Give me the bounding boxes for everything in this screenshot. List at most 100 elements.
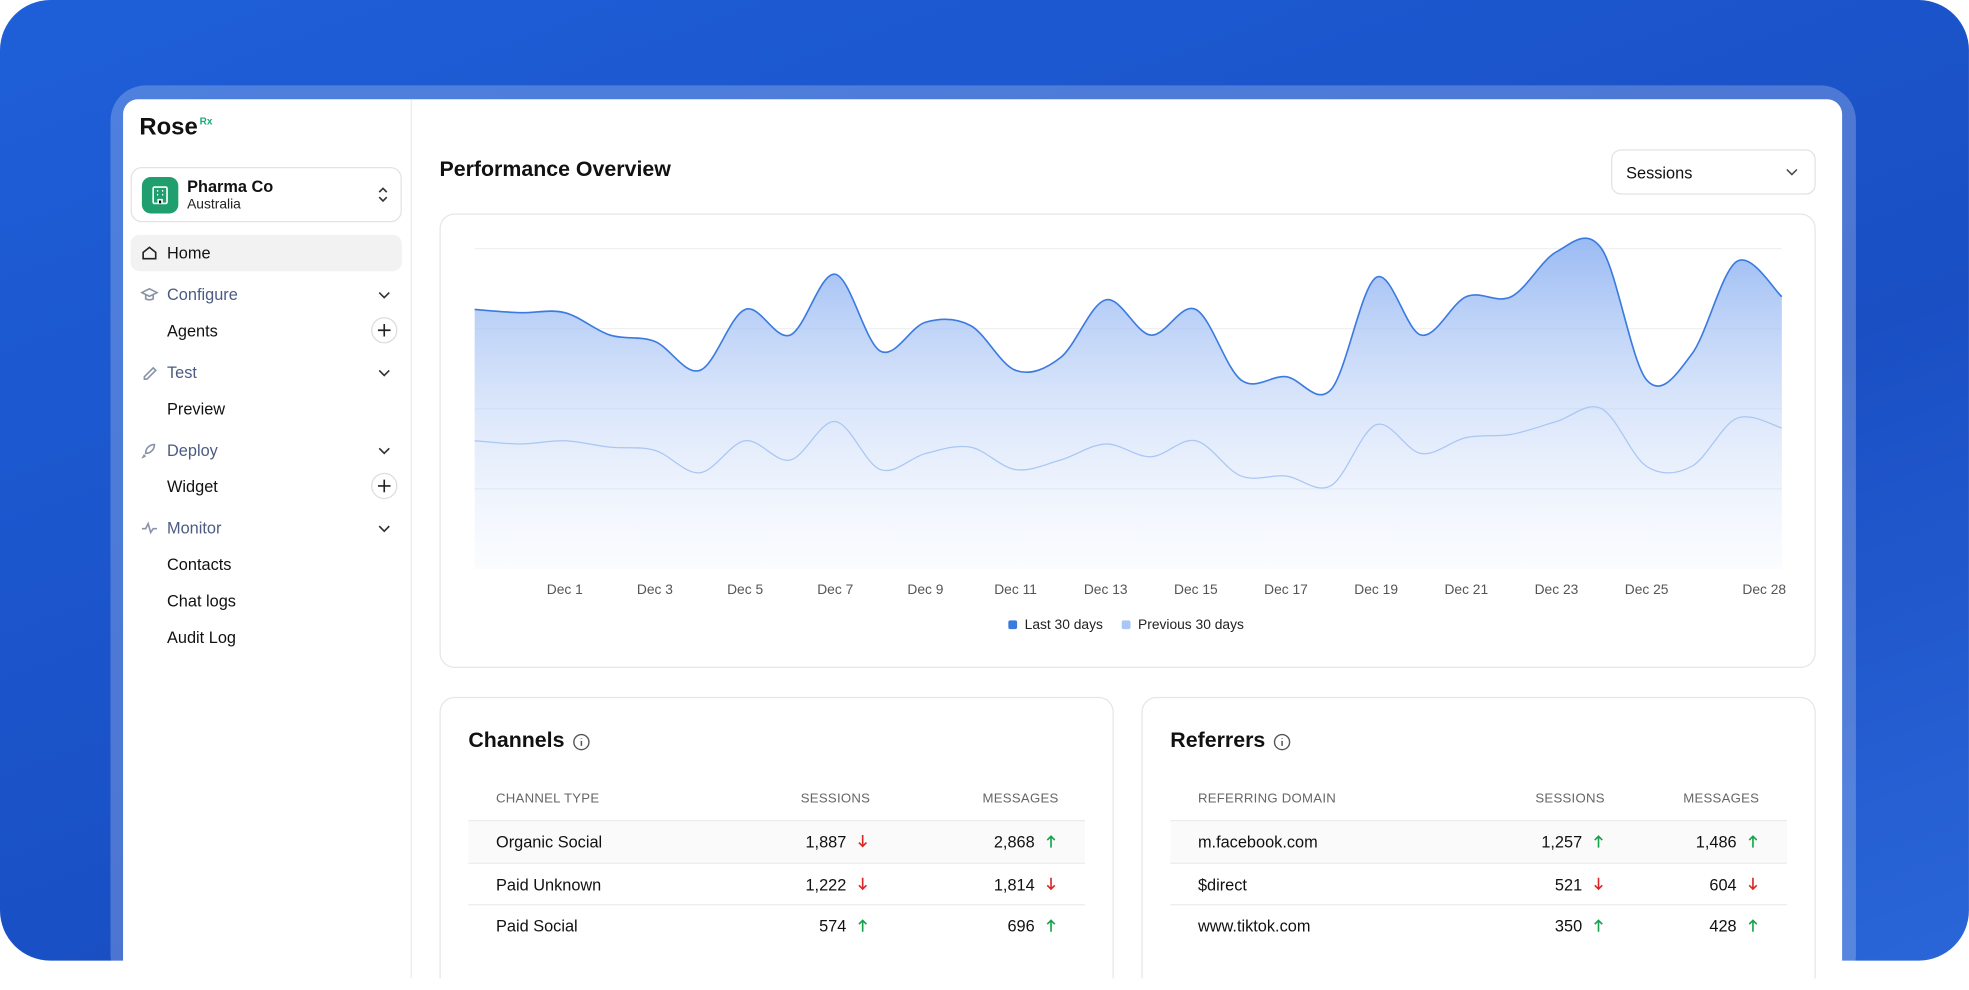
x-tick-label: Dec 7 [817,581,853,597]
nav-item[interactable]: Agents [131,313,402,349]
cell: 350 [1554,916,1583,936]
column-header: REFERRING DOMAIN [1197,791,1337,807]
column-header: MESSAGES [982,791,1059,807]
nav-item[interactable]: Monitor [131,510,402,546]
arrow [1748,835,1758,848]
icon-path [140,287,159,301]
trend-up [1046,835,1056,848]
x-tick-label: Dec 25 [1625,581,1669,597]
chevron-down [1786,168,1798,176]
nav-item[interactable]: Preview [131,391,402,427]
nav-item[interactable]: Widget [131,468,402,504]
arrow [858,919,868,932]
chevron-path [378,292,390,299]
chevron-path [378,525,390,533]
chevrons [378,187,388,203]
info-circle [573,733,590,751]
nav-item[interactable]: Deploy [131,432,402,468]
trend-up [1046,919,1056,932]
arrow [1046,877,1056,890]
cell: $direct [1197,874,1247,894]
info-icon[interactable] [573,733,591,751]
cell: 1,222 [805,874,847,894]
nav-label: Audit Log [167,627,236,647]
nav-label: Monitor [167,518,222,538]
x-tick-label: Dec 21 [1444,581,1488,597]
cell: 1,257 [1541,832,1583,852]
trend-up [1594,919,1603,932]
row [468,862,1085,905]
cell: 574 [819,916,847,936]
app-window: Rose Rx Pharma Co Australia Home Configur… [123,99,1843,979]
cell: 1,486 [1695,832,1737,852]
legend-swatch [1008,620,1018,630]
area-fill [474,238,1782,569]
nav-label: Contacts [167,555,232,574]
x-tick-label: Dec 17 [1264,581,1308,597]
nav-icon [141,521,157,535]
x-tick-label: Dec 13 [1084,581,1128,597]
trend-up [858,919,868,932]
legend-label: Last 30 days [1025,616,1103,632]
org-switcher[interactable]: Pharma Co Australia [130,167,402,223]
x-tick-label: Dec 1 [547,581,583,597]
trend-down [858,835,868,848]
cell: 2,868 [993,832,1035,852]
icon-path [143,366,157,381]
nav-icon [142,246,157,260]
column-header: CHANNEL TYPE [496,791,600,807]
chevron-path [378,369,390,377]
row [468,904,1085,947]
row [468,819,1085,863]
x-tick-label: Dec 28 [1742,581,1786,597]
chart: Dec 1 Dec 3 Dec 5 Dec 7 Dec 9 Dec 11 Dec 13 Dec… [474,237,1786,632]
add-button[interactable] [370,472,398,500]
x-tick-label: Dec 11 [994,581,1037,597]
trend-down [1594,877,1603,890]
arrow [1748,919,1758,932]
row [1170,819,1787,863]
metric-dropdown[interactable]: Sessions [1611,149,1816,195]
info-icon[interactable] [1273,733,1291,751]
plus [377,479,391,493]
chevron-path [378,447,390,455]
x-tick-label: Dec 19 [1354,581,1398,597]
nav-item[interactable]: Home [130,234,402,272]
arrow [1046,835,1056,848]
column-header: MESSAGES [1683,791,1760,807]
trend-down [1046,877,1056,890]
nav-item[interactable]: Audit Log [131,619,402,655]
table-title: Referrers [1170,728,1266,753]
x-tick-label: Dec 5 [727,581,763,597]
x-tick-label: Dec 9 [907,581,943,597]
column-header: SESSIONS [1535,791,1605,807]
arrow [858,877,868,890]
nav-label: Agents [167,321,218,341]
org-region: Australia [187,197,241,213]
cell: 1,814 [993,874,1035,894]
nav-item[interactable]: Chat logs [131,583,402,619]
nav-item[interactable]: Test [131,354,402,390]
trend-up [1748,835,1758,848]
add-button[interactable] [370,316,398,344]
row [1170,862,1787,905]
arrow [1594,835,1603,848]
nav-item[interactable]: Configure [131,276,402,312]
nav-label: Widget [167,477,218,497]
series-line [474,237,1783,396]
cell: m.facebook.com [1197,832,1318,852]
nav-icon [143,366,157,381]
cell: 696 [1007,916,1035,936]
org-icon [141,177,179,214]
arrow [1594,877,1603,890]
nav-label: Configure [167,285,238,304]
chevron [378,369,390,377]
arrow [1046,919,1056,932]
plus [377,323,391,337]
x-tick-label: Dec 23 [1535,581,1579,597]
nav-item[interactable]: Contacts [131,546,402,582]
series-line [474,406,1783,489]
trend-up [1748,919,1758,932]
